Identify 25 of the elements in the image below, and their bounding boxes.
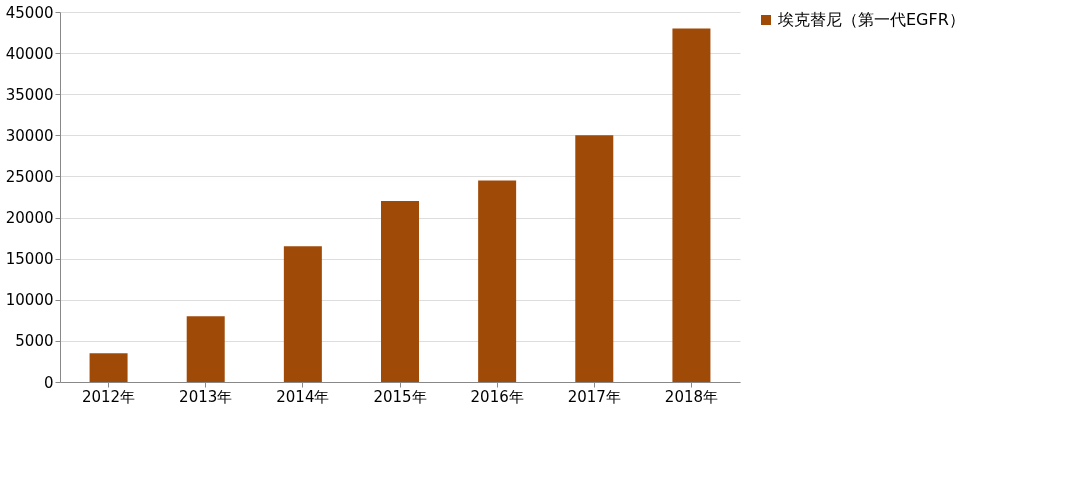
legend-label: 埃克替尼（第一代EGFR） — [777, 10, 965, 29]
bar — [672, 28, 711, 382]
y-tick-label: 25000 — [5, 167, 54, 186]
y-tick-label: 40000 — [5, 44, 54, 63]
y-tick-label: 0 — [43, 373, 54, 392]
y-tick-label: 45000 — [5, 3, 54, 22]
y-tick-label: 5000 — [15, 332, 54, 351]
x-tick-label: 2017年 — [567, 387, 621, 406]
y-tick-label: 30000 — [5, 126, 54, 145]
y-tick-label: 35000 — [5, 85, 54, 104]
bar — [478, 180, 517, 382]
x-tick-label: 2018年 — [664, 387, 719, 406]
y-tick-label: 20000 — [5, 209, 54, 228]
bar — [186, 316, 225, 382]
x-tick-label: 2016年 — [470, 387, 524, 406]
x-tick-label: 2013年 — [179, 387, 233, 406]
bar — [89, 353, 128, 382]
bar — [283, 246, 322, 382]
y-tick-label: 15000 — [5, 250, 54, 269]
x-tick-label: 2015年 — [373, 387, 427, 406]
y-tick-label: 10000 — [5, 291, 54, 310]
bar — [381, 201, 419, 382]
x-tick-label: 2014年 — [276, 387, 330, 406]
x-tick-label: 2012年 — [81, 387, 136, 406]
bar — [575, 135, 614, 382]
